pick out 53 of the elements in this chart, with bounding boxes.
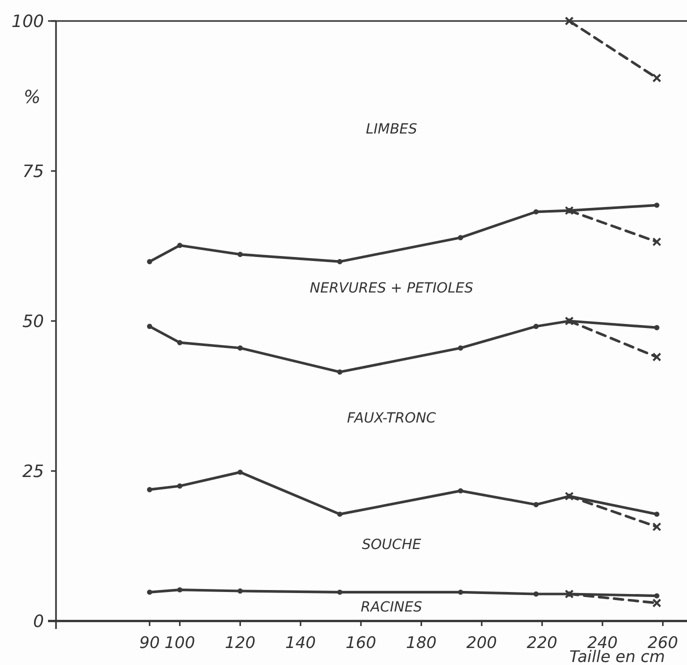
- point: [654, 593, 660, 598]
- point: [654, 325, 660, 330]
- point: [177, 587, 182, 592]
- point: [238, 588, 243, 594]
- point: [533, 502, 539, 508]
- point: [654, 202, 660, 208]
- point: [564, 16, 574, 26]
- annotation: LIMBES: [366, 121, 418, 138]
- point: [177, 340, 182, 346]
- x-tick-label: 220: [526, 633, 558, 652]
- point: [238, 470, 243, 475]
- point: [177, 483, 182, 489]
- point: [533, 324, 539, 329]
- annotation: FAUX-TRONC: [347, 410, 436, 426]
- point: [337, 590, 342, 595]
- point: [238, 252, 243, 257]
- point: [652, 74, 662, 82]
- point: [533, 209, 539, 214]
- x-tick-label: 140: [285, 633, 316, 652]
- y-axis-title: %: [23, 87, 41, 108]
- x-tick-label: 160: [346, 633, 376, 652]
- point: [652, 237, 662, 246]
- point: [458, 235, 464, 240]
- point: [337, 369, 342, 375]
- point: [652, 522, 662, 532]
- x-tick-label: 100: [164, 633, 196, 652]
- point: [177, 242, 182, 248]
- y-tick-label: 100: [12, 12, 44, 32]
- point: [652, 598, 662, 608]
- point: [654, 512, 660, 517]
- y-tick-label: 25: [22, 462, 44, 482]
- point: [146, 259, 152, 264]
- annotation: SOUCHE: [362, 537, 422, 554]
- point: [458, 488, 464, 494]
- point: [337, 259, 342, 264]
- annotation: RACINES: [360, 600, 422, 616]
- y-tick-label: 0: [33, 612, 44, 632]
- annotation: NERVURES + PETIOLES: [310, 280, 474, 296]
- point: [533, 591, 539, 597]
- y-tick-label: 75: [22, 162, 44, 182]
- x-tick-label: 120: [224, 633, 256, 652]
- x-tick-label: 180: [406, 633, 437, 652]
- point: [458, 590, 464, 595]
- point: [652, 352, 662, 362]
- point: [146, 590, 152, 595]
- point: [146, 324, 152, 329]
- point: [458, 345, 464, 351]
- point: [146, 487, 152, 492]
- point: [238, 345, 243, 351]
- point: [337, 512, 342, 517]
- y-tick-label: 50: [22, 312, 44, 332]
- x-tick-label: 200: [466, 633, 497, 652]
- x-tick-label: 90: [139, 633, 160, 652]
